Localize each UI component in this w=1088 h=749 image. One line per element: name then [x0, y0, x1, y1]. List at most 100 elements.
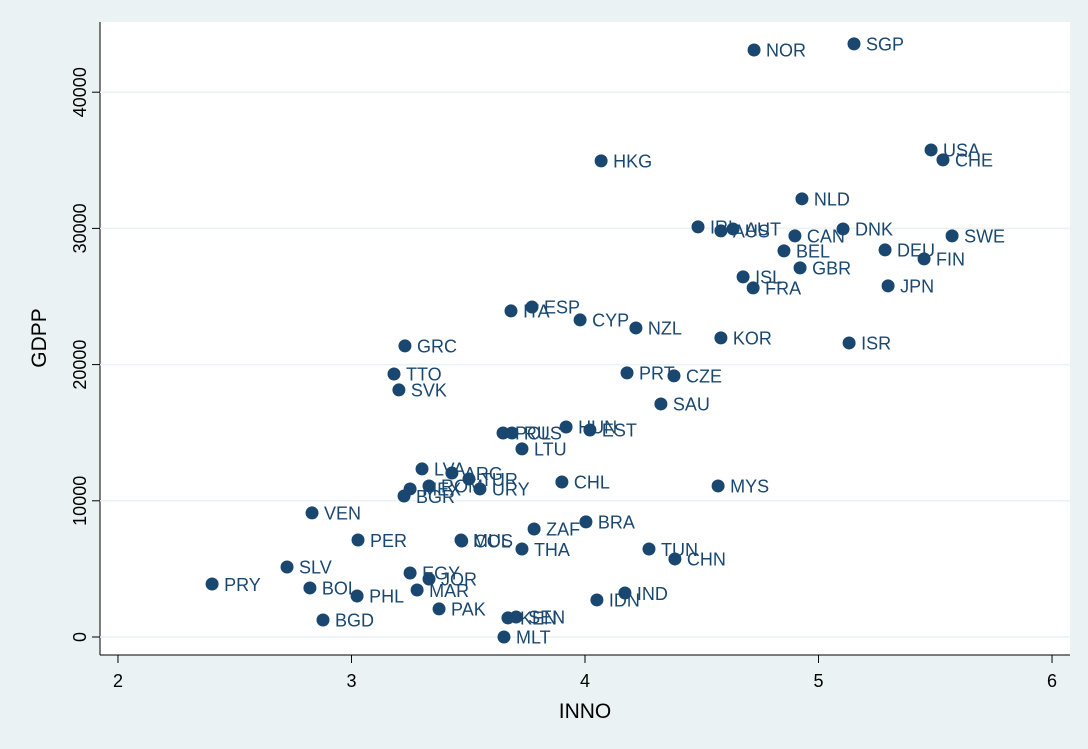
point-label: BOL [322, 579, 358, 599]
point-label: SWE [964, 227, 1005, 247]
point [504, 304, 518, 318]
point [629, 321, 643, 335]
y-tick-label: 10000 [70, 476, 90, 526]
point [836, 222, 850, 236]
point-label: ISL [755, 268, 782, 288]
point [473, 482, 487, 496]
point-label: MUS [473, 531, 513, 551]
point [667, 369, 681, 383]
point-label: SAU [673, 395, 710, 415]
y-tick-label: 30000 [70, 203, 90, 253]
point [594, 154, 608, 168]
point-label: TUR [481, 470, 518, 490]
point [555, 475, 569, 489]
point-label: USA [943, 141, 980, 161]
point [403, 566, 417, 580]
point-label: BGD [335, 611, 374, 631]
point-label: THA [534, 540, 570, 560]
point-label: CHN [687, 550, 726, 570]
point-label: FRA [765, 279, 801, 299]
point-label: MYS [730, 477, 769, 497]
point-label: COL [474, 532, 511, 552]
point [714, 331, 728, 345]
point-label: IND [637, 584, 668, 604]
point [462, 472, 476, 486]
point-label: MAR [429, 581, 469, 601]
point [746, 281, 760, 295]
point [445, 466, 459, 480]
point [387, 367, 401, 381]
point [788, 229, 802, 243]
point-label: AUT [745, 220, 781, 240]
x-tick-label: 2 [113, 671, 123, 691]
point [945, 229, 959, 243]
point-label: URY [492, 480, 530, 500]
point [777, 244, 791, 258]
point-label: KEN [520, 609, 557, 629]
point [497, 630, 511, 644]
point-label: ITA [523, 302, 550, 322]
point [878, 243, 892, 257]
point [397, 489, 411, 503]
point-label: PRT [639, 364, 675, 384]
point [936, 153, 950, 167]
x-tick-label: 4 [580, 671, 590, 691]
point [280, 560, 294, 574]
point [559, 420, 573, 434]
x-tick-label: 5 [814, 671, 824, 691]
point-label: GBR [812, 259, 851, 279]
point-label: RUS [524, 424, 562, 444]
point [316, 613, 330, 627]
point [747, 43, 761, 57]
point-label: LTU [534, 440, 567, 460]
point [303, 581, 317, 595]
point [924, 143, 938, 157]
point-label: CHE [955, 151, 993, 171]
point-label: GRC [417, 337, 457, 357]
point [579, 515, 593, 529]
x-tick-label: 3 [346, 671, 356, 691]
point-label: ZAF [546, 520, 580, 540]
point-label: BRA [598, 513, 635, 533]
point [205, 577, 219, 591]
point-label: NZL [648, 319, 682, 339]
point-label: PRY [224, 575, 261, 595]
point [455, 534, 469, 548]
point [726, 222, 740, 236]
point [847, 37, 861, 51]
point-label: ROM [441, 477, 483, 497]
point-label: EST [602, 421, 637, 441]
point-label: IDN [609, 591, 640, 611]
point-label: BGR [416, 487, 455, 507]
point [415, 462, 429, 476]
point [714, 224, 728, 238]
point-label: VEN [324, 504, 361, 524]
point [881, 279, 895, 293]
point [736, 270, 750, 284]
point-label: PHL [369, 587, 404, 607]
point-label: ESP [544, 298, 580, 318]
point-label: PAK [451, 600, 486, 620]
point [917, 252, 931, 266]
point [691, 220, 705, 234]
x-tick-label: 6 [1047, 671, 1057, 691]
point [642, 542, 656, 556]
point-label: SLV [299, 558, 332, 578]
point [590, 593, 604, 607]
point-label: KOR [733, 329, 772, 349]
point-label: SEN [528, 608, 565, 628]
point [654, 397, 668, 411]
point [795, 192, 809, 206]
point-label: AUS [733, 222, 770, 242]
y-axis-label: GDPP [28, 308, 51, 368]
point [410, 583, 424, 597]
point [711, 479, 725, 493]
point [350, 589, 364, 603]
point-label: CZE [686, 367, 722, 387]
point-label: HKG [613, 152, 652, 172]
point [351, 533, 365, 547]
point-label: CAN [807, 227, 845, 247]
point [618, 586, 632, 600]
point-label: SGP [866, 35, 904, 55]
